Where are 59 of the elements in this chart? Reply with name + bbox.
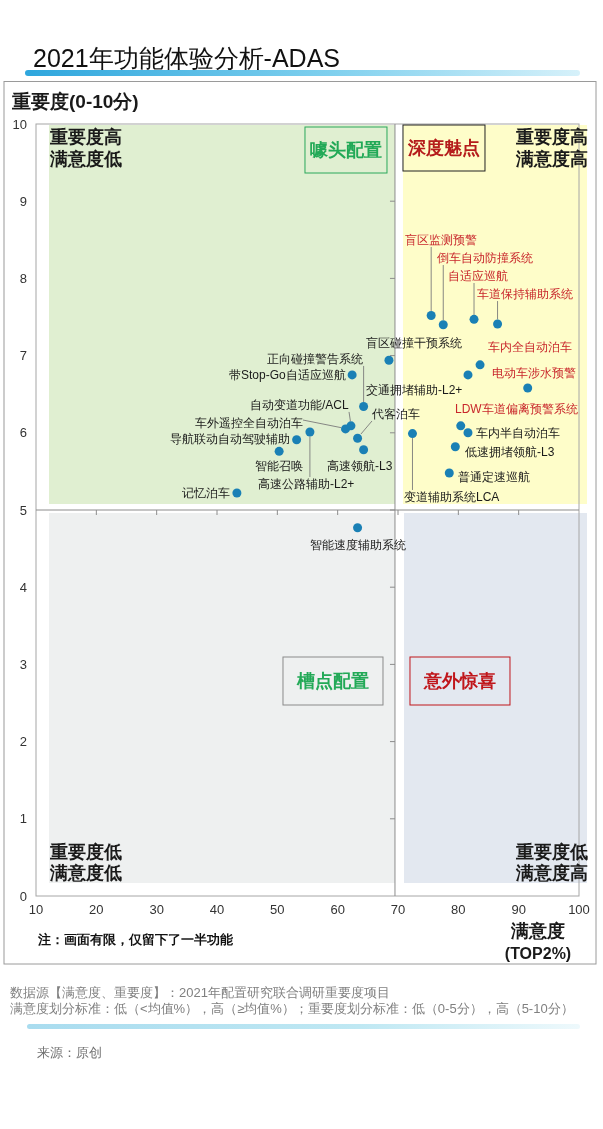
- chart-title: 2021年功能体验分析-ADAS: [33, 43, 341, 72]
- annotation: 重要度低满意度高: [515, 841, 588, 883]
- annotation: 低速拥堵领航-L3: [465, 445, 555, 459]
- text: 注：画面有限，仅留下了一半功能: [37, 932, 234, 947]
- y-tick-label: 8: [19, 270, 27, 286]
- source-note: 来源：原创: [37, 1044, 102, 1060]
- y-tick-label: 3: [19, 656, 27, 672]
- y-tick-label: 7: [19, 348, 27, 364]
- annotation: 盲区监测预警: [404, 232, 477, 247]
- annotation: 自动变道功能/ACL: [250, 397, 350, 412]
- annotation: 盲区碰撞干预系统: [365, 336, 462, 351]
- annotation: 高速领航-L3: [327, 458, 393, 473]
- annotation: 车道保持辅助系统: [477, 287, 574, 302]
- annotation: 正向碰撞警告系统: [267, 351, 364, 366]
- y-tick-label: 4: [19, 579, 27, 595]
- annotation: 意外惊喜: [422, 671, 496, 691]
- text: 数据源【满意度、重要度】：2021年配置研究联合调研重要度项目: [10, 984, 390, 1000]
- x-tick-label: 20: [89, 902, 104, 917]
- annotation: 智能召唤: [255, 459, 304, 474]
- annotation: 自适应巡航: [448, 269, 509, 284]
- annotation: 普通定速巡航: [457, 470, 530, 485]
- annotation: 电动车涉水预警: [492, 366, 577, 381]
- annotation: 带Stop-Go自适应巡航: [229, 368, 346, 382]
- annotation: 车内半自动泊车: [475, 426, 560, 440]
- x-tick-label: 80: [451, 902, 466, 917]
- annotation: 智能速度辅助系统: [309, 537, 406, 552]
- y-tick-label: 0: [19, 888, 27, 904]
- annotation: 深度魅点: [406, 138, 480, 158]
- y-tick-label: 6: [19, 425, 27, 441]
- annotation: 代客泊车: [370, 407, 420, 421]
- x-axis-title: 满意度 (TOP2%): [504, 920, 572, 962]
- annotation: 车外遥控全自动泊车: [195, 415, 304, 430]
- annotation: LDW车道偏离预警系统: [455, 401, 578, 416]
- annotation: 重要度高满意度高: [515, 127, 588, 169]
- y-tick-label: 5: [19, 502, 27, 518]
- annotation: 高速公路辅助-L2+: [258, 477, 355, 492]
- annotation: 交通拥堵辅助-L2+: [365, 383, 463, 397]
- y-tick-label: 10: [12, 116, 27, 132]
- x-tick-label: 30: [149, 902, 164, 917]
- annotation: 槽点配置: [295, 671, 369, 691]
- y-tick-label: 9: [19, 193, 27, 209]
- annotation: 车内全自动泊车: [487, 339, 572, 354]
- y-tick-label: 2: [19, 734, 27, 750]
- annotation: 记忆泊车: [182, 486, 231, 501]
- annotation: 导航联动自动驾驶辅助: [170, 431, 291, 446]
- x-tick-label: 40: [209, 902, 225, 917]
- annotation: 变道辅助系统LCA: [403, 489, 500, 504]
- x-tick-label: 60: [330, 902, 345, 917]
- annotation: 重要度高满意度低: [49, 127, 122, 169]
- x-tick-label: 70: [390, 902, 406, 917]
- y-tick-label: 1: [19, 811, 27, 827]
- x-tick-label: 90: [511, 902, 526, 917]
- annotation: 倒车自动防撞系统: [437, 251, 534, 266]
- annotation: 噱头配置: [309, 140, 382, 160]
- x-tick-label: 50: [270, 902, 285, 917]
- y-axis-title: 重要度(0-10分): [11, 90, 139, 112]
- text: 满意度划分标准：低（<均值%），高（≥均值%）；重要度划分标准：低（0-5分），高（5-10分）: [10, 1001, 574, 1016]
- annotation: 重要度低满意度低: [49, 841, 122, 883]
- x-tick-label: 100: [568, 902, 590, 917]
